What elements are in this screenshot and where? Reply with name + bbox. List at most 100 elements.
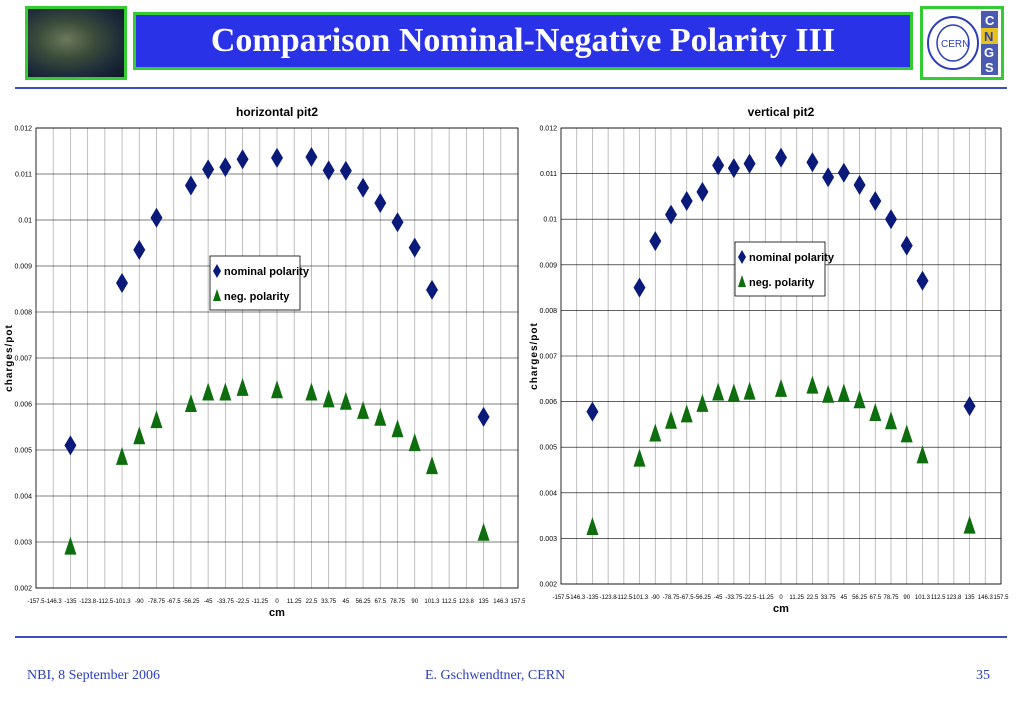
x-tick-label: -11.25 — [757, 595, 774, 601]
nominal-polarity-point — [374, 192, 387, 213]
chart-title: vertical pit2 — [748, 105, 815, 119]
neg-polarity-point — [339, 391, 352, 410]
neg-polarity-point — [665, 410, 677, 429]
nominal-polarity-point — [426, 279, 439, 300]
x-tick-label: -90 — [651, 595, 660, 601]
nominal-polarity-point — [633, 277, 646, 298]
footer-divider — [15, 636, 1007, 638]
neg-polarity-point — [322, 389, 335, 408]
plot-frame — [35, 127, 519, 589]
neg-polarity-point — [712, 382, 725, 401]
x-tick-label: -45 — [204, 599, 213, 605]
x-tick-label: 67.5 — [869, 595, 881, 601]
nominal-polarity-point — [202, 159, 215, 180]
nominal-polarity-point — [305, 146, 318, 167]
neg-polarity-point — [586, 517, 599, 535]
neg-polarity-point — [916, 445, 929, 464]
nominal-polarity-point — [649, 231, 662, 252]
nominal-polarity-point — [712, 155, 725, 176]
y-tick-label: 0.008 — [14, 310, 32, 317]
x-tick-label: -56.25 — [694, 595, 712, 601]
neg-polarity-point — [408, 433, 421, 452]
y-tick-label: 0.011 — [540, 171, 557, 178]
y-tick-label: 0.01 — [543, 217, 557, 224]
nominal-polarity-point — [133, 239, 146, 260]
x-tick-label: 146.3 — [493, 599, 509, 605]
x-tick-label: 22.5 — [807, 595, 819, 601]
logo-letter-c: C — [985, 13, 995, 28]
y-tick-label: 0.012 — [539, 126, 557, 133]
y-tick-label: 0.004 — [539, 490, 557, 497]
y-tick-label: 0.009 — [539, 262, 557, 269]
footer-author: E. Gschwendtner, CERN — [425, 668, 566, 683]
neg-polarity-point — [236, 377, 249, 396]
nominal-polarity-point — [150, 207, 163, 228]
nominal-polarity-point — [665, 204, 677, 225]
neg-polarity-point — [219, 382, 232, 401]
legend-label-negative: neg. polarity — [224, 291, 290, 303]
x-tick-label: 101.3 — [424, 599, 440, 605]
nominal-polarity-point — [885, 209, 897, 230]
neg-polarity-point — [426, 456, 439, 475]
legend-diamond-icon — [738, 250, 746, 264]
neg-polarity-point — [64, 536, 77, 555]
nominal-polarity-point — [64, 435, 77, 456]
chart-legend: nominal polarity neg. polarity — [209, 255, 310, 311]
nominal-polarity-point — [775, 147, 787, 168]
legend-label-nominal: nominal polarity — [224, 266, 310, 278]
logo-cern-text: CERN — [941, 39, 969, 50]
x-tick-label: -33.75 — [725, 595, 743, 601]
neg-polarity-point — [743, 381, 756, 400]
x-tick-label: -67.5 — [680, 595, 694, 601]
y-tick-label: 0.003 — [14, 540, 32, 547]
footer-page-number: 35 — [976, 668, 990, 683]
x-tick-label: 112.5 — [931, 595, 946, 601]
x-tick-label: 123.8 — [946, 595, 962, 601]
y-tick-label: 0.006 — [14, 402, 32, 409]
x-tick-label: 78.75 — [883, 595, 899, 601]
legend-triangle-icon — [213, 289, 221, 301]
nominal-polarity-point — [477, 406, 490, 427]
nominal-polarity-point — [853, 175, 866, 195]
slide-title: Comparison Nominal-Negative Polarity III — [210, 22, 836, 59]
neg-polarity-point — [202, 382, 215, 401]
y-tick-label: 0.007 — [539, 354, 557, 361]
footer-date: NBI, 8 September 2006 — [27, 668, 160, 683]
title-banner: Comparison Nominal-Negative Polarity III — [133, 12, 913, 70]
neg-polarity-point — [963, 515, 976, 534]
y-tick-label: 0.006 — [539, 399, 557, 406]
x-tick-label: -135 — [64, 599, 77, 605]
x-tick-label: -101.3 — [631, 595, 649, 601]
x-tick-label: 0 — [275, 599, 279, 605]
x-tick-label: -101.3 — [114, 599, 132, 605]
chart-horizontal-pit2: horizontal pit2-157.5 -146.3 -135 -123.8 -11… — [4, 105, 525, 619]
nominal-polarity-point — [696, 181, 709, 202]
y-tick-label: 0.002 — [14, 586, 32, 593]
x-tick-label: -123.8 — [600, 595, 618, 601]
x-tick-label: 11.25 — [789, 595, 804, 601]
x-tick-label: 33.75 — [821, 595, 837, 601]
nominal-polarity-point — [391, 212, 404, 233]
nominal-polarity-point — [236, 149, 249, 170]
legend-label-negative: neg. polarity — [749, 277, 815, 289]
x-tick-label: -22.5 — [743, 595, 757, 601]
nominal-polarity-point — [184, 175, 197, 196]
x-tick-label: -33.75 — [217, 599, 235, 605]
logo-letter-g: G — [984, 45, 994, 60]
x-tick-label: -135 — [586, 595, 599, 601]
nominal-polarity-point — [219, 157, 232, 178]
neg-polarity-point — [633, 448, 646, 467]
neg-polarity-point — [305, 382, 318, 401]
x-tick-label: -123.8 — [79, 599, 97, 605]
neg-polarity-point — [696, 393, 709, 412]
x-tick-label: -146.3 — [45, 599, 63, 605]
x-tick-label: -157.5 — [27, 599, 45, 605]
neg-polarity-point — [775, 378, 787, 397]
x-tick-label: 45 — [841, 595, 848, 601]
neg-polarity-point — [150, 410, 163, 429]
nominal-polarity-point — [900, 235, 913, 256]
y-axis-label: charges/pot — [529, 322, 540, 390]
neg-polarity-point — [727, 383, 740, 402]
nominal-polarity-point — [743, 153, 756, 174]
x-tick-label: -90 — [135, 599, 144, 605]
